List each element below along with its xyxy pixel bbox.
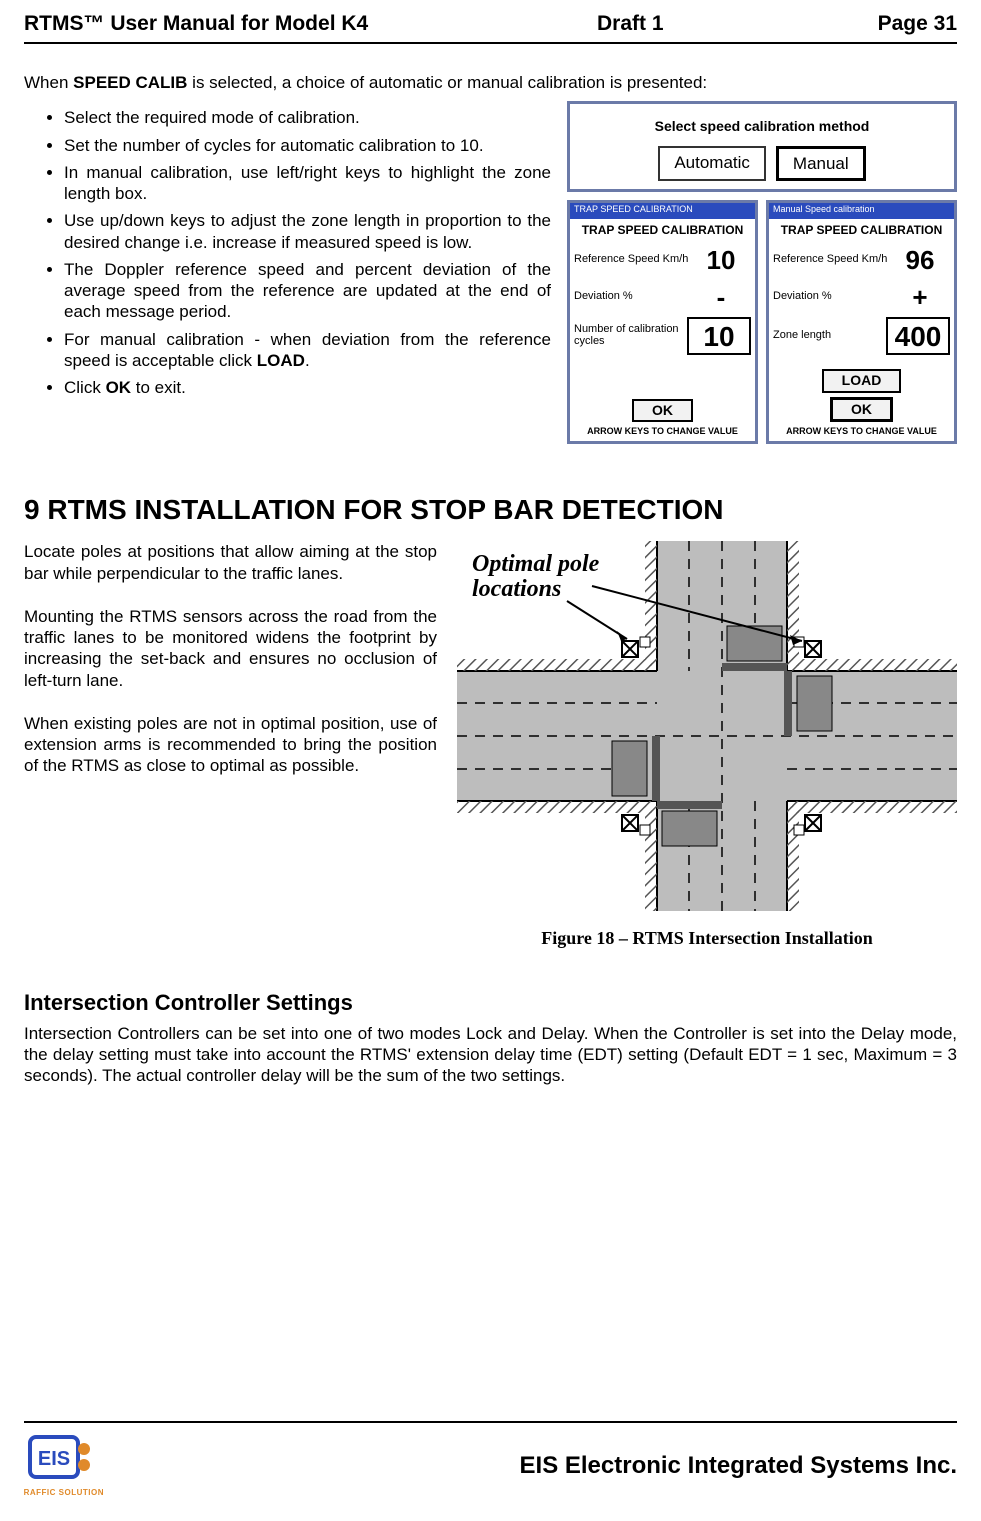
section-9-heading: 9 RTMS INSTALLATION FOR STOP BAR DETECTI… bbox=[24, 492, 957, 527]
bullet-item: Use up/down keys to adjust the zone leng… bbox=[64, 210, 551, 253]
auto-panel-title: TRAP SPEED CALIBRATION bbox=[570, 223, 755, 238]
section-9-figure: Optimal pole locations Figure 18 – RTMS … bbox=[457, 541, 957, 949]
calibration-method-title: Select speed calibration method bbox=[578, 118, 946, 136]
manual-panel-titlebar: Manual Speed calibration bbox=[769, 203, 954, 219]
manual-dev-label: Deviation % bbox=[773, 291, 890, 303]
calibration-bullets: Select the required mode of calibration.… bbox=[24, 107, 551, 398]
page-header: RTMS™ User Manual for Model K4 Draft 1 P… bbox=[0, 0, 981, 42]
auto-ok-button[interactable]: OK bbox=[632, 399, 693, 423]
intro-post: is selected, a choice of automatic or ma… bbox=[187, 73, 707, 92]
auto-dev-value: - bbox=[691, 281, 751, 314]
calibration-panels-pair: TRAP SPEED CALIBRATION TRAP SPEED CALIBR… bbox=[567, 200, 957, 444]
page-footer: EIS TRAFFIC SOLUTIONS EIS Electronic Int… bbox=[24, 1421, 957, 1501]
page-content: When SPEED CALIB is selected, a choice o… bbox=[0, 44, 981, 1086]
bullet-item: Select the required mode of calibration. bbox=[64, 107, 551, 128]
auto-cycles-label: Number of calibration cycles bbox=[574, 324, 687, 347]
automatic-button[interactable]: Automatic bbox=[658, 146, 766, 181]
manual-zone-row: Zone length 400 bbox=[773, 317, 950, 355]
bullet-ok-pre: Click bbox=[64, 378, 106, 397]
calibration-method-panel: Select speed calibration method Automati… bbox=[567, 101, 957, 192]
footer-rule bbox=[24, 1421, 957, 1423]
bullet-item-load: For manual calibration - when deviation … bbox=[64, 329, 551, 372]
bullet-item-ok: Click OK to exit. bbox=[64, 377, 551, 398]
auto-cycles-value[interactable]: 10 bbox=[687, 317, 751, 355]
method-button-row: Automatic Manual bbox=[578, 146, 946, 181]
bullet-item: Set the number of cycles for automatic c… bbox=[64, 135, 551, 156]
svg-text:EIS: EIS bbox=[38, 1448, 70, 1470]
manual-load-button[interactable]: LOAD bbox=[822, 369, 902, 393]
bullet-item: The Doppler reference speed and percent … bbox=[64, 259, 551, 323]
bullet-load-bold: LOAD bbox=[257, 351, 305, 370]
header-page: Page 31 bbox=[817, 12, 957, 36]
intersection-diagram: Optimal pole locations bbox=[457, 541, 957, 911]
auto-ref-row: Reference Speed Km/h 10 bbox=[574, 244, 751, 277]
header-draft: Draft 1 bbox=[597, 12, 817, 36]
panels-column: Select speed calibration method Automati… bbox=[567, 101, 957, 444]
bullet-ok-bold: OK bbox=[106, 378, 132, 397]
manual-ref-row: Reference Speed Km/h 96 bbox=[773, 244, 950, 277]
section-9-text: Locate poles at positions that allow aim… bbox=[24, 541, 437, 949]
intersection-controller-body: Intersection Controllers can be set into… bbox=[24, 1023, 957, 1087]
manual-calibration-panel: Manual Speed calibration TRAP SPEED CALI… bbox=[766, 200, 957, 444]
auto-dev-row: Deviation % - bbox=[574, 281, 751, 314]
sec9-p3: When existing poles are not in optimal p… bbox=[24, 713, 437, 777]
manual-ref-value: 96 bbox=[890, 244, 950, 277]
auto-panel-titlebar: TRAP SPEED CALIBRATION bbox=[570, 203, 755, 219]
auto-hint: ARROW KEYS TO CHANGE VALUE bbox=[570, 426, 755, 437]
auto-cycles-row: Number of calibration cycles 10 bbox=[574, 317, 751, 355]
logo-subtext: TRAFFIC SOLUTIONS bbox=[24, 1488, 104, 1497]
manual-ref-label: Reference Speed Km/h bbox=[773, 254, 890, 266]
manual-dev-value: + bbox=[890, 281, 950, 314]
manual-hint: ARROW KEYS TO CHANGE VALUE bbox=[769, 426, 954, 437]
manual-zone-label: Zone length bbox=[773, 330, 886, 342]
bullet-item: In manual calibration, use left/right ke… bbox=[64, 162, 551, 205]
header-product: RTMS™ User Manual for Model K4 bbox=[24, 12, 597, 36]
bullet-load-post: . bbox=[305, 351, 310, 370]
section-9-row: Locate poles at positions that allow aim… bbox=[24, 541, 957, 949]
bullets-column: Select the required mode of calibration.… bbox=[24, 101, 551, 444]
manual-dev-row: Deviation % + bbox=[773, 281, 950, 314]
svg-text:locations: locations bbox=[472, 576, 561, 602]
footer-company: EIS Electronic Integrated Systems Inc. bbox=[104, 1452, 957, 1480]
figure-caption: Figure 18 – RTMS Intersection Installati… bbox=[457, 927, 957, 950]
intro-paragraph: When SPEED CALIB is selected, a choice o… bbox=[24, 72, 957, 93]
manual-zone-value[interactable]: 400 bbox=[886, 317, 950, 355]
intro-bold: SPEED CALIB bbox=[73, 73, 187, 92]
auto-ref-label: Reference Speed Km/h bbox=[574, 254, 691, 266]
auto-ref-value: 10 bbox=[691, 244, 751, 277]
intersection-controller-heading: Intersection Controller Settings bbox=[24, 989, 957, 1017]
bullet-ok-post: to exit. bbox=[131, 378, 186, 397]
footer-row: EIS TRAFFIC SOLUTIONS EIS Electronic Int… bbox=[24, 1431, 957, 1501]
auto-dev-label: Deviation % bbox=[574, 291, 691, 303]
intro-pre: When bbox=[24, 73, 73, 92]
top-two-column: Select the required mode of calibration.… bbox=[24, 101, 957, 444]
manual-ok-button[interactable]: OK bbox=[830, 397, 893, 423]
automatic-calibration-panel: TRAP SPEED CALIBRATION TRAP SPEED CALIBR… bbox=[567, 200, 758, 444]
manual-panel-title: TRAP SPEED CALIBRATION bbox=[769, 223, 954, 238]
manual-button[interactable]: Manual bbox=[776, 146, 866, 181]
figure-label: Optimal pole bbox=[472, 551, 600, 577]
sec9-p2: Mounting the RTMS sensors across the roa… bbox=[24, 606, 437, 691]
sec9-p1: Locate poles at positions that allow aim… bbox=[24, 541, 437, 584]
eis-logo: EIS TRAFFIC SOLUTIONS bbox=[24, 1431, 104, 1501]
